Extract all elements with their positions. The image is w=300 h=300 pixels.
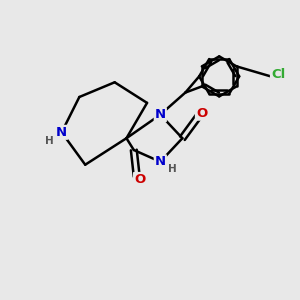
Text: O: O [134, 173, 145, 186]
Text: H: H [168, 164, 177, 174]
Text: N: N [155, 108, 166, 121]
Text: O: O [196, 107, 207, 120]
Text: Cl: Cl [271, 68, 285, 81]
Text: H: H [45, 136, 54, 146]
Text: N: N [155, 155, 166, 168]
Text: N: N [56, 126, 67, 139]
